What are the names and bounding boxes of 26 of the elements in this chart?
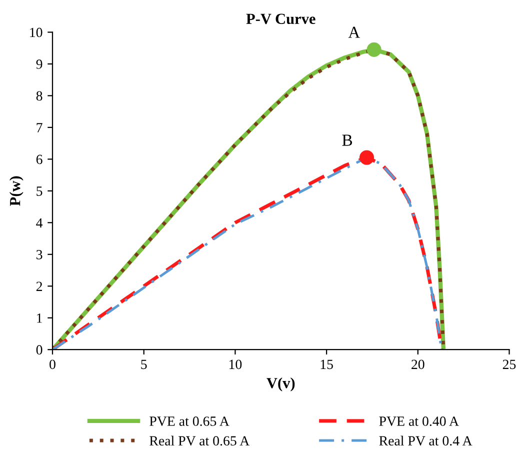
x-tick-label: 0 <box>50 360 56 370</box>
y-tick-label: 4 <box>36 218 43 228</box>
x-tick-label: 20 <box>412 360 424 370</box>
x-tick-label: 5 <box>141 360 147 370</box>
chart-title: P-V Curve <box>246 14 316 24</box>
y-tick-label: 3 <box>36 250 42 260</box>
legend-label: Real PV at 0.65 A <box>150 436 250 446</box>
x-axis-title: V(v) <box>266 377 295 392</box>
y-tick-label: 8 <box>36 91 42 101</box>
x-tick-label: 10 <box>229 360 242 370</box>
legend-label: Real PV at 0.4 A <box>379 436 472 446</box>
y-tick-label: 10 <box>30 28 42 38</box>
y-tick-label: 2 <box>36 282 42 291</box>
y-tick-label: 5 <box>36 186 42 196</box>
y-tick-label: 0 <box>36 345 42 355</box>
legend-label: PVE at 0.65 A <box>150 416 230 426</box>
y-tick-label: 9 <box>36 60 42 69</box>
y-tick-label: 6 <box>36 154 42 164</box>
annotation: A <box>348 26 360 38</box>
x-tick-label: 15 <box>320 360 333 370</box>
y-tick-label: 1 <box>37 314 42 323</box>
x-tick-label: 25 <box>502 360 516 370</box>
annotation: B <box>342 134 352 146</box>
y-axis-title: P(w) <box>9 176 24 206</box>
legend-label: PVE at 0.40 A <box>379 416 459 426</box>
y-tick-label: 7 <box>36 123 42 132</box>
